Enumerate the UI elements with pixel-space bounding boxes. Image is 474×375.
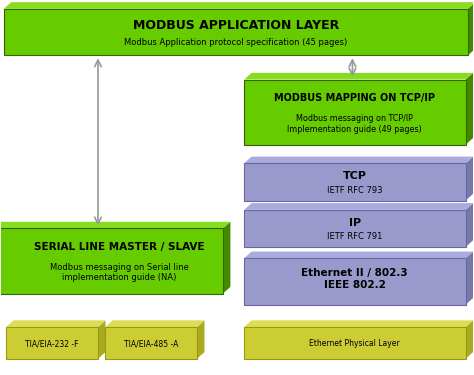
- Bar: [244, 163, 465, 201]
- Polygon shape: [465, 320, 473, 359]
- Text: Modbus Application protocol specification (45 pages): Modbus Application protocol specificatio…: [124, 38, 347, 47]
- Polygon shape: [465, 73, 473, 145]
- Bar: [4, 9, 468, 56]
- Polygon shape: [197, 320, 204, 359]
- Bar: [244, 80, 465, 145]
- Text: IP: IP: [349, 218, 361, 228]
- Polygon shape: [465, 252, 473, 305]
- Text: TCP: TCP: [343, 171, 367, 182]
- Polygon shape: [6, 320, 106, 327]
- Text: IETF RFC 791: IETF RFC 791: [327, 232, 383, 241]
- Polygon shape: [4, 2, 474, 9]
- Polygon shape: [98, 320, 106, 359]
- Bar: [244, 210, 465, 247]
- Polygon shape: [0, 222, 230, 228]
- Polygon shape: [244, 73, 473, 80]
- Polygon shape: [244, 320, 473, 327]
- Bar: [244, 258, 465, 305]
- Polygon shape: [244, 157, 473, 163]
- Text: IETF RFC 793: IETF RFC 793: [327, 186, 383, 195]
- Polygon shape: [465, 203, 473, 247]
- Text: Modbus messaging on Serial line
implementation guide (NA): Modbus messaging on Serial line implemen…: [50, 263, 189, 282]
- Bar: [6, 327, 98, 359]
- Text: MODBUS MAPPING ON TCP/IP: MODBUS MAPPING ON TCP/IP: [274, 93, 435, 103]
- Polygon shape: [468, 2, 474, 55]
- Bar: [0, 228, 223, 294]
- Polygon shape: [244, 252, 473, 258]
- Bar: [105, 327, 197, 359]
- Text: Ethernet II / 802.3
IEEE 802.2: Ethernet II / 802.3 IEEE 802.2: [301, 268, 408, 290]
- Polygon shape: [105, 320, 204, 327]
- Text: TIA/EIA-485 -A: TIA/EIA-485 -A: [124, 339, 178, 348]
- Polygon shape: [244, 203, 473, 210]
- Polygon shape: [465, 157, 473, 201]
- Text: Modbus messaging on TCP/IP
Implementation guide (49 pages): Modbus messaging on TCP/IP Implementatio…: [287, 114, 422, 134]
- Text: Ethernet Physical Layer: Ethernet Physical Layer: [310, 339, 400, 348]
- Text: MODBUS APPLICATION LAYER: MODBUS APPLICATION LAYER: [133, 19, 339, 32]
- Polygon shape: [223, 222, 230, 294]
- Text: SERIAL LINE MASTER / SLAVE: SERIAL LINE MASTER / SLAVE: [34, 242, 204, 252]
- Text: TIA/EIA-232 -F: TIA/EIA-232 -F: [25, 339, 79, 348]
- Bar: [244, 327, 465, 359]
